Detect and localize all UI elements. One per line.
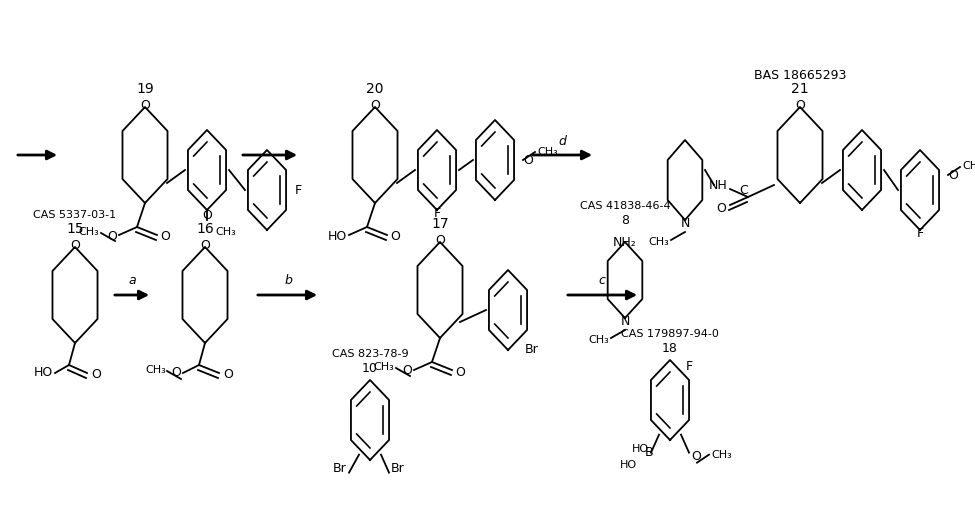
- Text: HO: HO: [328, 229, 347, 243]
- Text: 21: 21: [791, 82, 809, 96]
- Text: O: O: [390, 230, 400, 244]
- Text: Br: Br: [333, 461, 347, 475]
- Text: CH₃: CH₃: [962, 161, 975, 171]
- Text: Br: Br: [391, 461, 405, 475]
- Text: F: F: [434, 207, 441, 220]
- Text: 15: 15: [66, 222, 84, 236]
- Text: CH₃: CH₃: [145, 365, 166, 375]
- Text: O: O: [523, 153, 533, 167]
- Text: BAS 18665293: BAS 18665293: [754, 68, 846, 81]
- Text: O: O: [200, 239, 210, 252]
- Text: CH₃: CH₃: [373, 362, 394, 372]
- Text: c: c: [599, 274, 605, 288]
- Text: O: O: [140, 99, 150, 112]
- Text: 16: 16: [196, 222, 214, 236]
- Text: O: O: [402, 364, 412, 378]
- Text: F: F: [295, 183, 302, 197]
- Text: 20: 20: [367, 82, 384, 96]
- Text: C: C: [739, 184, 748, 197]
- Text: O: O: [91, 368, 100, 382]
- Text: CAS 179897-94-0: CAS 179897-94-0: [621, 329, 719, 339]
- Text: CAS 5337-03-1: CAS 5337-03-1: [33, 210, 117, 220]
- Text: O: O: [795, 99, 805, 112]
- Text: d: d: [558, 134, 565, 148]
- Text: HO: HO: [34, 366, 53, 380]
- Text: CH₃: CH₃: [648, 237, 669, 247]
- Text: CAS 41838-46-4: CAS 41838-46-4: [580, 201, 671, 211]
- Text: CH₃: CH₃: [537, 147, 558, 157]
- Text: F: F: [916, 227, 923, 240]
- Text: O: O: [455, 365, 465, 379]
- Text: 10: 10: [362, 361, 378, 375]
- Text: CH₃: CH₃: [78, 227, 99, 237]
- Text: O: O: [435, 234, 445, 247]
- Text: O: O: [172, 366, 181, 380]
- Text: N: N: [681, 217, 689, 230]
- Text: 18: 18: [662, 341, 678, 355]
- Text: a: a: [128, 274, 136, 288]
- Text: N: N: [620, 315, 630, 328]
- Text: HO: HO: [620, 459, 637, 470]
- Text: CH₃: CH₃: [215, 227, 236, 237]
- Text: O: O: [370, 99, 380, 112]
- Text: NH: NH: [709, 178, 728, 192]
- Text: B: B: [644, 446, 653, 459]
- Text: 17: 17: [431, 217, 448, 231]
- Text: b: b: [284, 274, 292, 288]
- Text: CH₃: CH₃: [588, 335, 609, 345]
- Text: Br: Br: [525, 343, 539, 356]
- Text: CH₃: CH₃: [711, 450, 732, 459]
- Text: 19: 19: [136, 82, 154, 96]
- Text: O: O: [202, 209, 212, 222]
- Text: O: O: [70, 239, 80, 252]
- Text: O: O: [107, 229, 117, 243]
- Text: O: O: [948, 169, 957, 181]
- Text: O: O: [160, 230, 170, 244]
- Text: HO: HO: [632, 444, 649, 454]
- Text: O: O: [223, 368, 233, 382]
- Text: F: F: [686, 360, 693, 374]
- Text: NH₂: NH₂: [613, 236, 637, 249]
- Text: CAS 823-78-9: CAS 823-78-9: [332, 349, 409, 359]
- Text: 8: 8: [621, 214, 629, 226]
- Text: O: O: [691, 450, 701, 463]
- Text: O: O: [716, 202, 726, 216]
